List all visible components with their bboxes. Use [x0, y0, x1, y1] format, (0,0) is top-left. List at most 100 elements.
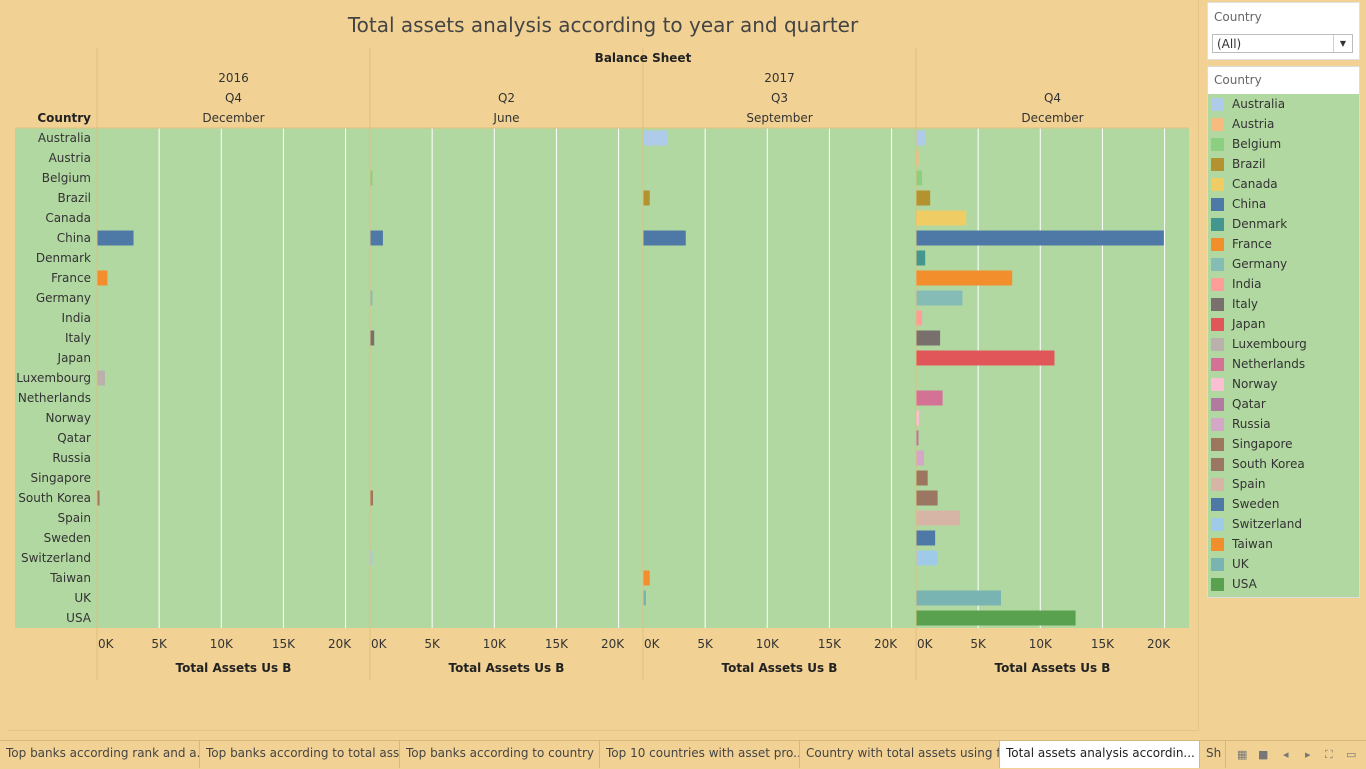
bar: [916, 410, 919, 426]
x-tick-label: 10K: [483, 637, 507, 651]
next-sheet-icon[interactable]: ▸: [1305, 748, 1311, 761]
legend-item[interactable]: Switzerland: [1208, 514, 1359, 534]
country-label: USA: [66, 611, 92, 625]
x-tick-label: 5K: [151, 637, 168, 651]
legend-item[interactable]: Russia: [1208, 414, 1359, 434]
legend-item[interactable]: Norway: [1208, 374, 1359, 394]
legend-swatch: [1211, 377, 1224, 391]
dashboard: Total assets analysis according to year …: [8, 0, 1360, 731]
legend-swatch: [1211, 257, 1224, 271]
sheet-tab[interactable]: Country with total assets using f...: [800, 741, 1000, 768]
legend-item[interactable]: Netherlands: [1208, 354, 1359, 374]
country-label: Japan: [57, 351, 91, 365]
country-label: Switzerland: [21, 551, 91, 565]
chevron-down-icon[interactable]: ▼: [1333, 35, 1352, 52]
legend-item[interactable]: Sweden: [1208, 494, 1359, 514]
bar: [916, 470, 928, 486]
legend-title: Country: [1208, 67, 1359, 94]
legend-item[interactable]: Australia: [1208, 94, 1359, 114]
fullscreen-icon[interactable]: ⛶: [1325, 748, 1333, 761]
sheet-tab[interactable]: Top 10 countries with asset pro...: [600, 741, 800, 768]
bar: [643, 230, 686, 246]
sheet-tab[interactable]: Total assets analysis accordin...: [1000, 741, 1200, 768]
bar: [916, 330, 941, 346]
country-label: Netherlands: [18, 391, 91, 405]
sheet-tab[interactable]: Top banks according to country ...: [400, 741, 600, 768]
legend-label: India: [1232, 277, 1262, 291]
legend-swatch: [1211, 417, 1224, 431]
sheet-tab[interactable]: Top banks according rank and a...: [0, 741, 200, 768]
bar: [916, 390, 943, 406]
legend-swatch: [1211, 557, 1224, 571]
legend-item[interactable]: Denmark: [1208, 214, 1359, 234]
x-tick-label: 20K: [601, 637, 625, 651]
bar: [916, 490, 938, 506]
bar: [916, 510, 960, 526]
bar: [916, 130, 926, 146]
legend-item[interactable]: Belgium: [1208, 134, 1359, 154]
legend-item[interactable]: Qatar: [1208, 394, 1359, 414]
previous-sheet-icon[interactable]: ◂: [1283, 748, 1289, 761]
legend-label: Qatar: [1232, 397, 1266, 411]
legend-label: Germany: [1232, 257, 1288, 271]
legend-swatch: [1211, 197, 1224, 211]
legend-label: Luxembourg: [1232, 337, 1307, 351]
legend-item[interactable]: UK: [1208, 554, 1359, 574]
bar-chart: Balance Sheet 2016 2017 Q4 December Q2 June Q3 S…: [15, 48, 1189, 680]
quarter-label: Q3: [771, 91, 788, 105]
legend-item[interactable]: Brazil: [1208, 154, 1359, 174]
bar: [916, 310, 923, 326]
chart-view: [8, 0, 1199, 731]
legend-swatch: [1211, 317, 1224, 331]
legend-item[interactable]: Spain: [1208, 474, 1359, 494]
bar: [370, 330, 375, 346]
grid-view-icon[interactable]: ▦: [1237, 748, 1248, 761]
legend-item[interactable]: Taiwan: [1208, 534, 1359, 554]
legend-swatch: [1211, 397, 1224, 411]
bar: [916, 530, 936, 546]
x-tick-label: 20K: [874, 637, 898, 651]
country-label: Luxembourg: [16, 371, 91, 385]
quarter-label: Q4: [225, 91, 242, 105]
row-header-country: Country: [37, 111, 91, 125]
legend-item[interactable]: India: [1208, 274, 1359, 294]
bar: [643, 590, 646, 606]
country-label: Singapore: [30, 471, 91, 485]
legend-swatch: [1211, 297, 1224, 311]
legend-item[interactable]: France: [1208, 234, 1359, 254]
quarter-label: Q2: [498, 91, 515, 105]
legend-label: Netherlands: [1232, 357, 1306, 371]
legend-item[interactable]: Germany: [1208, 254, 1359, 274]
filmstrip-icon[interactable]: ■: [1258, 748, 1269, 761]
legend-item[interactable]: Canada: [1208, 174, 1359, 194]
plot-background: [15, 128, 1189, 628]
legend-swatch: [1211, 137, 1224, 151]
legend-item[interactable]: USA: [1208, 574, 1359, 594]
bar: [916, 210, 967, 226]
legend-label: Australia: [1232, 97, 1286, 111]
filter-title: Country: [1214, 10, 1262, 24]
legend-item[interactable]: Austria: [1208, 114, 1359, 134]
sheet-tab[interactable]: Top banks according to total ass...: [200, 741, 400, 768]
bar: [97, 270, 108, 286]
legend-swatch: [1211, 537, 1224, 551]
bar: [370, 230, 383, 246]
country-filter-dropdown[interactable]: (All) ▼: [1212, 34, 1353, 53]
x-tick-label: 15K: [818, 637, 842, 651]
country-label: Italy: [65, 331, 91, 345]
legend-item[interactable]: China: [1208, 194, 1359, 214]
legend-label: UK: [1232, 557, 1249, 571]
sheet-tab[interactable]: Sh: [1200, 741, 1226, 768]
presentation-icon[interactable]: ▭: [1346, 748, 1357, 761]
bar: [916, 610, 1076, 626]
legend-item[interactable]: Luxembourg: [1208, 334, 1359, 354]
x-axis-title: Total Assets Us B: [449, 661, 565, 675]
legend-item[interactable]: South Korea: [1208, 454, 1359, 474]
legend-item[interactable]: Italy: [1208, 294, 1359, 314]
bar: [916, 350, 1055, 366]
legend-item[interactable]: Japan: [1208, 314, 1359, 334]
country-label: Germany: [36, 291, 91, 305]
year-label: 2016: [218, 71, 249, 85]
legend-item[interactable]: Singapore: [1208, 434, 1359, 454]
bar: [643, 130, 668, 146]
